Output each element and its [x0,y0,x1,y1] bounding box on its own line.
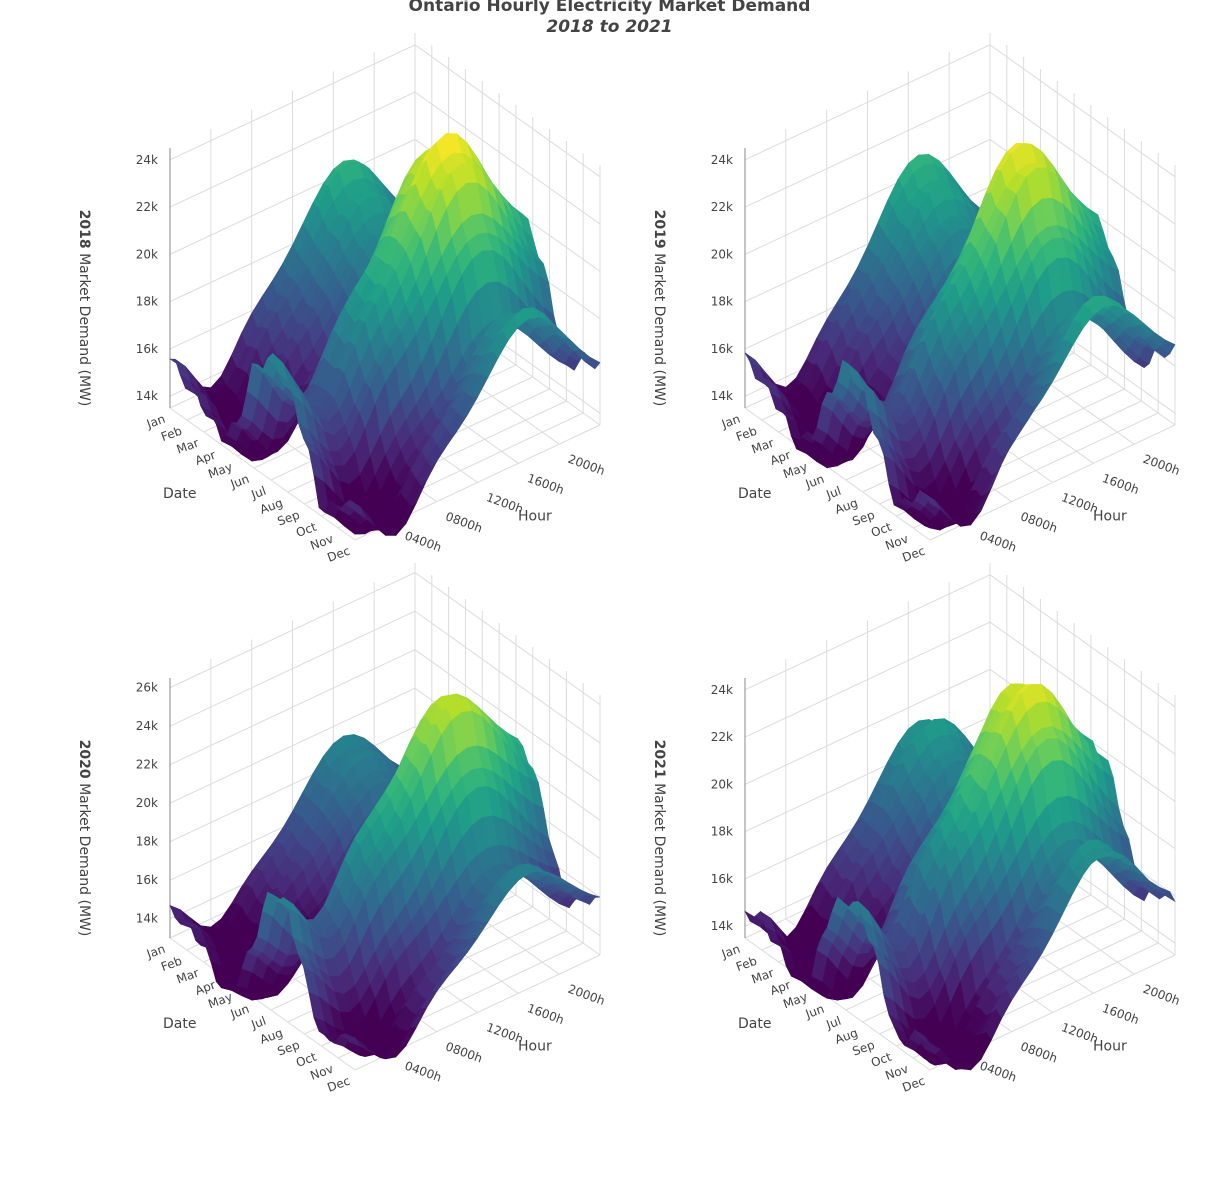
z-tick-label: 16k [136,342,158,356]
date-tick-label: Jun [228,1002,251,1022]
date-tick-label: Oct [869,520,894,540]
z-tick-labels: 14k 16k 18k 20k 22k 24k 26k [136,681,158,926]
surface-plot-2019[interactable]: 14k 16k 18k 20k 22k 24k 2019 Market Demand (MW… [615,33,1215,648]
surface-svg: 14k 16k 18k 20k 22k 24k 2021 Market Demand (MW… [651,563,1182,1095]
date-axis-title: Date [163,486,196,502]
chart-subtitle: 2018 to 2021 [546,17,673,37]
z-tick-label: 24k [711,683,733,697]
date-tick-label: Oct [294,1050,319,1070]
date-axis-title: Date [738,1016,771,1032]
z-tick-label: 20k [711,777,733,791]
hour-tick-label: 0400h [978,1058,1019,1084]
z-tick-label: 18k [711,295,733,309]
z-tick-label: 18k [136,295,158,309]
z-tick-label: 16k [711,872,733,886]
date-tick-label: Jun [803,1002,826,1022]
z-tick-label: 22k [711,730,733,744]
z-tick-label: 18k [711,825,733,839]
surface-plot-2020[interactable]: 14k 16k 18k 20k 22k 24k 26k 2020 Market Demand … [40,563,640,1178]
z-tick-label: 16k [136,873,158,887]
date-axis-title: Date [738,486,771,502]
date-tick-label: Apr [193,448,217,468]
hour-tick-label: 2000h [566,452,607,478]
demand-surface [169,693,601,1060]
demand-surface [744,682,1176,1071]
date-tick-label: Jul [824,484,843,502]
hour-tick-label: 1600h [1100,471,1141,497]
z-tick-label: 16k [711,342,733,356]
date-tick-label: Feb [734,424,759,444]
date-tick-label: Jan [144,412,167,432]
z-tick-label: 20k [711,247,733,261]
z-tick-label: 22k [136,200,158,214]
date-tick-label: Feb [159,424,184,444]
chart-title: Ontario Hourly Electricity Market Demand [408,0,811,16]
hour-tick-label: 0800h [444,1039,485,1065]
hour-tick-label: 0800h [444,509,485,535]
z-tick-label: 24k [136,153,158,167]
hour-axis-title: Hour [1093,509,1127,525]
date-tick-label: Jul [824,1014,843,1032]
z-tick-label: 22k [136,758,158,772]
z-axis-title: 2018 Market Demand (MW) [76,210,92,407]
hour-tick-label: 2000h [1141,982,1182,1008]
surface-plot-2018[interactable]: 14k 16k 18k 20k 22k 24k 2018 Market Demand (MW… [40,33,640,648]
hour-tick-label: 0800h [1019,509,1060,535]
z-tick-label: 14k [711,919,733,933]
hour-axis-title: Hour [518,509,552,525]
hour-tick-label: 0400h [978,528,1019,554]
hour-tick-label: 1600h [525,1001,566,1027]
z-tick-label: 20k [136,247,158,261]
hour-tick-label: 1600h [1100,1001,1141,1027]
date-tick-label: Jun [228,472,251,492]
z-axis-title: 2020 Market Demand (MW) [76,740,92,937]
z-tick-labels: 14k 16k 18k 20k 22k 24k [711,153,733,403]
surface-svg: 14k 16k 18k 20k 22k 24k 2018 Market Demand (MW… [76,33,607,565]
hour-tick-label: 0800h [1019,1039,1060,1065]
date-tick-label: Jun [803,472,826,492]
z-tick-label: 22k [711,200,733,214]
hour-tick-label: 1600h [525,471,566,497]
z-tick-label: 20k [136,796,158,810]
hour-axis-title: Hour [1093,1039,1127,1055]
hour-tick-label: 2000h [1141,452,1182,478]
demand-surface [168,132,601,536]
date-tick-label: Jul [249,1014,268,1032]
date-tick-label: Feb [734,954,759,974]
date-tick-label: Oct [869,1050,894,1070]
surface-svg: 14k 16k 18k 20k 22k 24k 26k 2020 Market Demand … [76,563,607,1095]
z-axis-title: 2019 Market Demand (MW) [651,210,667,407]
demand-surface [744,142,1176,531]
z-tick-label: 26k [136,681,158,695]
date-tick-label: Apr [768,448,792,468]
date-tick-label: Jan [144,942,167,962]
surface-svg: 14k 16k 18k 20k 22k 24k 2019 Market Demand (MW… [651,33,1182,565]
surface-plot-2021[interactable]: 14k 16k 18k 20k 22k 24k 2021 Market Demand (MW… [615,563,1215,1178]
z-tick-labels: 14k 16k 18k 20k 22k 24k [711,683,733,933]
z-tick-label: 24k [711,153,733,167]
date-tick-label: Jan [719,412,742,432]
date-tick-label: Feb [159,954,184,974]
z-tick-labels: 14k 16k 18k 20k 22k 24k [136,153,158,403]
hour-tick-label: 2000h [566,982,607,1008]
hour-axis-title: Hour [518,1039,552,1055]
z-tick-label: 14k [136,912,158,926]
z-tick-label: 14k [136,389,158,403]
hour-tick-label: 0400h [403,528,444,554]
z-axis-title: 2021 Market Demand (MW) [651,740,667,937]
z-tick-label: 18k [136,835,158,849]
z-tick-label: 14k [711,389,733,403]
date-tick-label: Jan [719,942,742,962]
date-axis-title: Date [163,1016,196,1032]
z-tick-label: 24k [136,719,158,733]
date-tick-label: Apr [768,978,792,998]
date-tick-label: Apr [193,978,217,998]
date-tick-label: Jul [249,484,268,502]
date-tick-label: Oct [294,520,319,540]
hour-tick-label: 0400h [403,1058,444,1084]
